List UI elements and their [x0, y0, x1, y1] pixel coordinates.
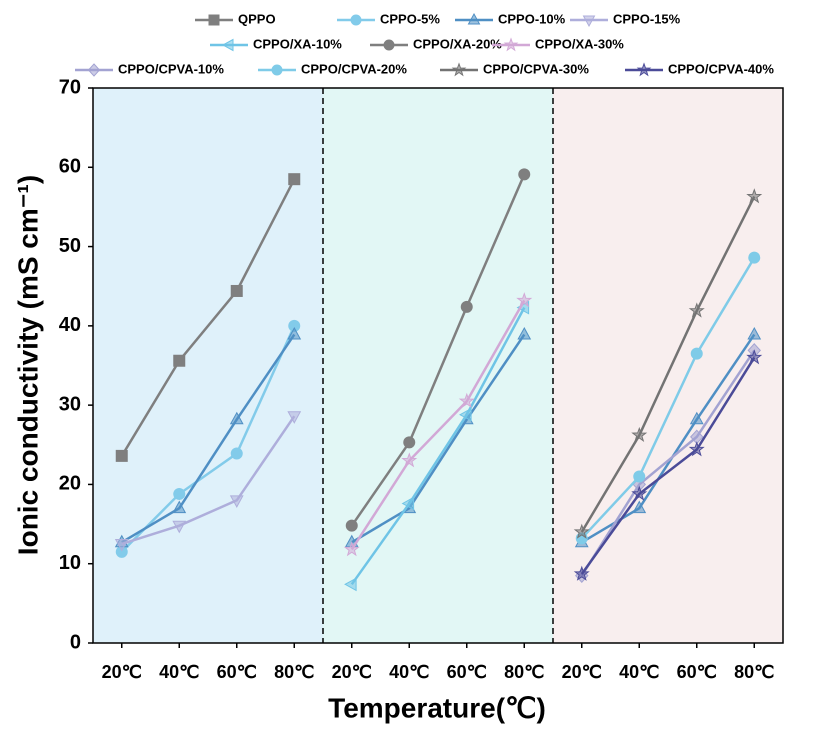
series-line: [580, 196, 756, 533]
x-tick-label: 20℃: [102, 662, 142, 682]
series-line: [121, 333, 756, 544]
marker: [518, 168, 531, 181]
x-tick-label: 40℃: [159, 662, 199, 682]
marker: [460, 300, 473, 313]
x-tick-label: 80℃: [734, 662, 774, 682]
legend-label: CPPO/CPVA-30%: [483, 61, 589, 76]
y-tick-label: 30: [59, 393, 81, 415]
panel-background: [93, 88, 323, 643]
x-tick-label: 40℃: [619, 662, 659, 682]
marker: [467, 12, 481, 25]
marker: [230, 447, 243, 460]
marker: [230, 284, 243, 297]
legend-label: CPPO/CPVA-20%: [301, 61, 407, 76]
marker: [516, 292, 533, 308]
marker: [172, 500, 187, 514]
marker: [459, 407, 472, 422]
x-tick-label: 20℃: [332, 662, 372, 682]
marker: [451, 62, 467, 77]
marker: [636, 62, 652, 77]
series-line: [580, 356, 756, 575]
panel-background: [323, 88, 553, 643]
marker: [287, 326, 302, 340]
marker: [87, 63, 101, 77]
y-tick-label: 0: [70, 631, 81, 653]
marker: [114, 539, 129, 552]
y-tick-label: 60: [59, 156, 81, 178]
marker: [503, 37, 519, 52]
series-line: [580, 349, 756, 577]
marker: [401, 496, 415, 511]
marker: [221, 38, 234, 52]
legend-label: CPPO/XA-30%: [535, 36, 624, 51]
y-tick-label: 50: [59, 235, 81, 257]
marker: [688, 302, 705, 318]
x-tick-label: 20℃: [562, 662, 602, 682]
series-line: [350, 173, 526, 527]
marker: [458, 392, 475, 408]
marker: [173, 487, 186, 500]
x-tick-label: 80℃: [274, 662, 314, 682]
marker: [631, 426, 648, 443]
marker: [383, 39, 395, 51]
marker: [690, 347, 703, 360]
legend-label: QPPO: [238, 11, 276, 26]
marker: [115, 449, 128, 462]
legend-label: CPPO-10%: [498, 11, 566, 26]
marker: [343, 541, 360, 557]
marker: [350, 14, 362, 26]
legend-label: CPPO/CPVA-40%: [668, 61, 774, 76]
marker: [746, 349, 763, 365]
marker: [345, 519, 358, 532]
marker: [288, 173, 301, 186]
marker: [746, 188, 763, 204]
x-tick-label: 60℃: [447, 662, 487, 682]
marker: [633, 470, 646, 483]
x-tick-label: 80℃: [504, 662, 544, 682]
marker: [208, 14, 220, 26]
y-tick-label: 20: [59, 473, 81, 495]
marker: [173, 354, 186, 367]
marker: [747, 326, 762, 340]
marker: [631, 485, 648, 501]
y-tick-label: 40: [59, 314, 81, 336]
legend-label: CPPO/XA-10%: [253, 36, 342, 51]
marker: [573, 523, 590, 539]
series-line: [350, 299, 526, 551]
marker: [632, 500, 647, 514]
marker: [573, 565, 590, 581]
plot-frame: [92, 87, 784, 644]
marker: [344, 577, 357, 592]
marker: [271, 64, 283, 76]
marker: [688, 441, 705, 457]
legend-label: CPPO-5%: [380, 11, 440, 26]
marker: [172, 520, 187, 534]
y-axis-label: Ionic conductivity (mS cm⁻¹): [12, 175, 43, 555]
legend-label: CPPO-15%: [613, 11, 681, 26]
marker: [748, 251, 761, 264]
marker: [229, 495, 244, 508]
marker: [287, 411, 302, 424]
series-line: [350, 307, 526, 586]
marker: [229, 411, 244, 425]
legend-label: CPPO/XA-20%: [413, 36, 502, 51]
x-tick-label: 40℃: [389, 662, 429, 682]
series-line: [120, 325, 296, 553]
marker: [582, 15, 596, 28]
marker: [403, 436, 416, 449]
legend-label: CPPO/CPVA-10%: [118, 61, 224, 76]
x-tick-label: 60℃: [677, 662, 717, 682]
series-line: [580, 257, 756, 540]
marker: [517, 326, 532, 340]
series-line: [120, 178, 296, 457]
series-line: [121, 415, 296, 546]
y-tick-label: 70: [59, 76, 81, 98]
marker: [401, 452, 418, 468]
x-axis-label: Temperature(℃): [328, 692, 546, 723]
marker: [689, 411, 704, 425]
x-tick-label: 60℃: [217, 662, 257, 682]
y-tick-label: 10: [59, 552, 81, 574]
